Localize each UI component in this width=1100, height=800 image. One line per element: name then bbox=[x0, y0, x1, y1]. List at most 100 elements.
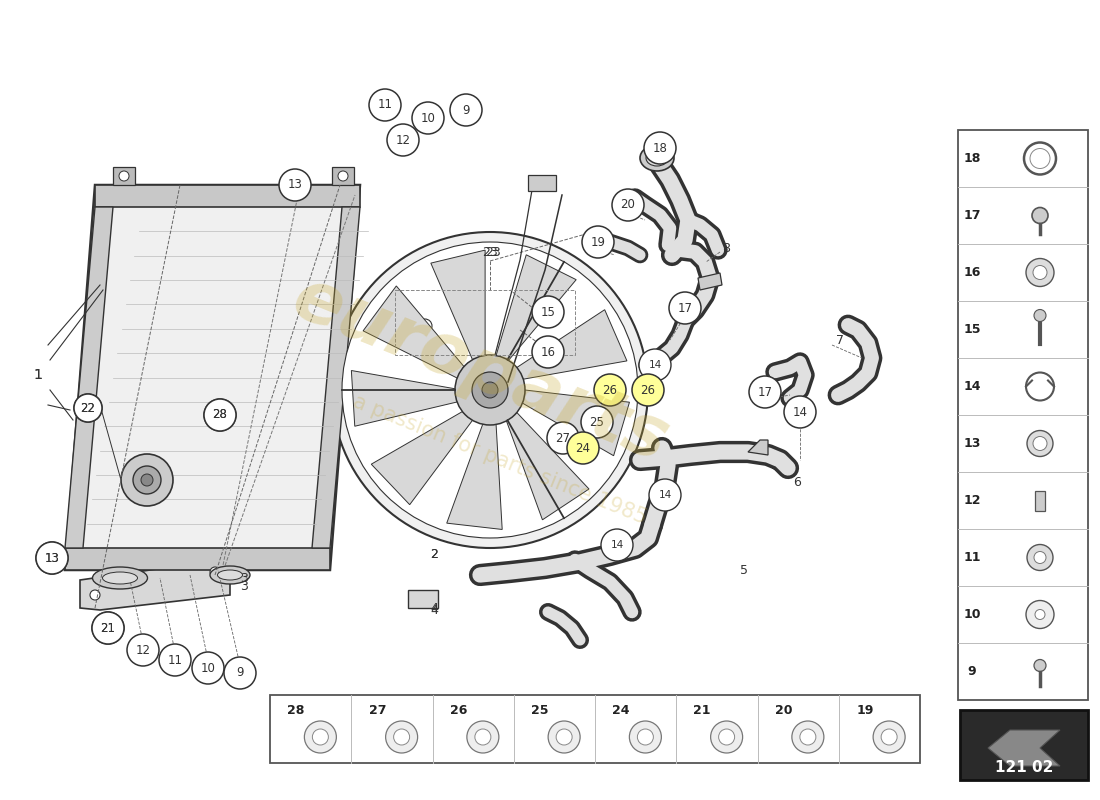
Circle shape bbox=[386, 721, 418, 753]
Bar bbox=[270, 695, 920, 763]
Text: 121 02: 121 02 bbox=[994, 761, 1053, 775]
Circle shape bbox=[1026, 601, 1054, 629]
Text: 22: 22 bbox=[80, 402, 96, 414]
Polygon shape bbox=[80, 560, 230, 610]
Text: 2: 2 bbox=[430, 549, 438, 562]
Circle shape bbox=[1035, 610, 1045, 619]
Text: 21: 21 bbox=[100, 622, 116, 634]
Circle shape bbox=[204, 399, 236, 431]
Text: 15: 15 bbox=[540, 306, 556, 318]
Circle shape bbox=[418, 319, 432, 333]
Circle shape bbox=[800, 729, 816, 745]
Circle shape bbox=[121, 454, 173, 506]
Polygon shape bbox=[363, 286, 464, 378]
Circle shape bbox=[36, 542, 68, 574]
Polygon shape bbox=[517, 310, 627, 379]
Circle shape bbox=[612, 189, 643, 221]
Circle shape bbox=[711, 721, 742, 753]
Circle shape bbox=[450, 94, 482, 126]
Polygon shape bbox=[447, 424, 503, 530]
Polygon shape bbox=[65, 185, 360, 570]
Circle shape bbox=[342, 242, 638, 538]
Text: europarts: europarts bbox=[282, 263, 678, 477]
Text: 18: 18 bbox=[652, 142, 668, 154]
Ellipse shape bbox=[102, 572, 138, 584]
Text: 1: 1 bbox=[34, 368, 43, 382]
Circle shape bbox=[90, 590, 100, 600]
Circle shape bbox=[881, 729, 898, 745]
Text: 6: 6 bbox=[793, 477, 801, 490]
Circle shape bbox=[394, 729, 409, 745]
Polygon shape bbox=[65, 548, 330, 570]
Circle shape bbox=[204, 399, 236, 431]
Circle shape bbox=[368, 89, 402, 121]
Text: 10: 10 bbox=[200, 662, 216, 674]
Circle shape bbox=[332, 232, 648, 548]
Text: 21: 21 bbox=[693, 703, 711, 717]
Polygon shape bbox=[496, 254, 576, 360]
Text: 10: 10 bbox=[964, 608, 981, 621]
Text: 24: 24 bbox=[613, 703, 629, 717]
Text: 14: 14 bbox=[792, 406, 807, 418]
Text: 10: 10 bbox=[420, 111, 436, 125]
Circle shape bbox=[1030, 149, 1050, 169]
Ellipse shape bbox=[218, 570, 242, 580]
Circle shape bbox=[126, 634, 160, 666]
Circle shape bbox=[475, 729, 491, 745]
Circle shape bbox=[412, 102, 444, 134]
Circle shape bbox=[1033, 266, 1047, 279]
Circle shape bbox=[601, 529, 632, 561]
Polygon shape bbox=[431, 250, 485, 360]
Text: 11: 11 bbox=[167, 654, 183, 666]
Bar bbox=[960, 710, 1088, 780]
Text: 5: 5 bbox=[740, 563, 748, 577]
Text: 16: 16 bbox=[964, 266, 981, 279]
Circle shape bbox=[210, 567, 220, 577]
Circle shape bbox=[141, 474, 153, 486]
Text: 11: 11 bbox=[377, 98, 393, 111]
Text: 22: 22 bbox=[80, 402, 96, 414]
Text: 27: 27 bbox=[368, 703, 386, 717]
Circle shape bbox=[74, 394, 102, 422]
Circle shape bbox=[279, 169, 311, 201]
Circle shape bbox=[784, 396, 816, 428]
Circle shape bbox=[547, 422, 579, 454]
Circle shape bbox=[160, 644, 191, 676]
Text: 3: 3 bbox=[240, 581, 248, 594]
Polygon shape bbox=[351, 370, 458, 426]
Polygon shape bbox=[698, 273, 722, 290]
Text: 9: 9 bbox=[968, 665, 977, 678]
Circle shape bbox=[792, 721, 824, 753]
Text: 13: 13 bbox=[964, 437, 981, 450]
Text: a passion for parts since 1985: a passion for parts since 1985 bbox=[350, 392, 650, 528]
Circle shape bbox=[718, 729, 735, 745]
Bar bbox=[332, 167, 354, 185]
Text: 1: 1 bbox=[34, 368, 43, 382]
Text: 21: 21 bbox=[100, 622, 116, 634]
Text: 13: 13 bbox=[287, 178, 303, 191]
Circle shape bbox=[649, 479, 681, 511]
Text: 15: 15 bbox=[964, 323, 981, 336]
Circle shape bbox=[305, 721, 337, 753]
Text: 14: 14 bbox=[659, 490, 672, 500]
Circle shape bbox=[566, 432, 600, 464]
Circle shape bbox=[538, 313, 552, 327]
Text: 4: 4 bbox=[430, 603, 438, 617]
Text: 26: 26 bbox=[640, 383, 656, 397]
Text: 13: 13 bbox=[45, 551, 59, 565]
Circle shape bbox=[1034, 551, 1046, 563]
Bar bbox=[395, 290, 575, 355]
Circle shape bbox=[1034, 310, 1046, 322]
Text: 26: 26 bbox=[603, 383, 617, 397]
Text: 4: 4 bbox=[430, 602, 438, 614]
Circle shape bbox=[92, 612, 124, 644]
Circle shape bbox=[192, 652, 224, 684]
Circle shape bbox=[1027, 430, 1053, 457]
Bar bbox=[408, 590, 438, 608]
Ellipse shape bbox=[640, 145, 674, 171]
Text: 8: 8 bbox=[722, 242, 730, 254]
Text: 28: 28 bbox=[212, 409, 228, 422]
Ellipse shape bbox=[210, 566, 250, 584]
Polygon shape bbox=[506, 413, 588, 520]
Circle shape bbox=[632, 374, 664, 406]
